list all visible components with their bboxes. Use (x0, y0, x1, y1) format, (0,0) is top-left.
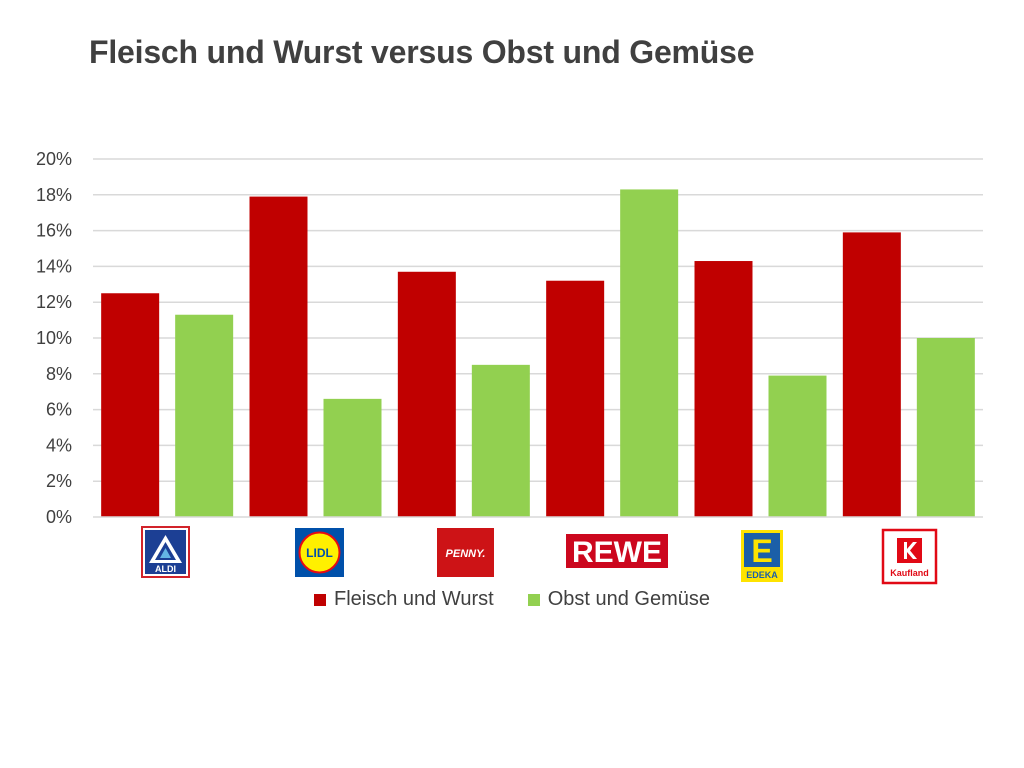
bar-penny-fleisch (397, 271, 456, 517)
legend-item-fleisch: Fleisch und Wurst (314, 588, 494, 611)
logo-kaufland-text: Kaufland (890, 568, 929, 578)
y-tick-label: 6% (46, 400, 72, 420)
legend-swatch-fleisch (314, 593, 326, 606)
logo-edeka: E EDEKA (741, 530, 783, 582)
legend-label-obst: Obst und Gemüse (547, 588, 710, 610)
y-tick-label: 4% (46, 435, 72, 455)
chart-title: Fleisch und Wurst versus Obst und Gemüse (89, 34, 755, 70)
y-tick-label: 10% (36, 328, 72, 348)
bar-lidl-fleisch (249, 196, 308, 517)
legend: Fleisch und Wurst Obst und Gemüse (0, 588, 1024, 611)
y-tick-label: 2% (46, 471, 72, 491)
logo-aldi-text: ALDI (155, 564, 176, 574)
bar-rewe-obst (620, 189, 679, 517)
legend-item-obst: Obst und Gemüse (527, 588, 710, 611)
bar-penny-obst (471, 364, 530, 517)
bar-rewe-fleisch (546, 280, 605, 517)
bar-edeka-obst (768, 375, 827, 517)
bar-aldi-fleisch (101, 293, 160, 517)
legend-label-fleisch: Fleisch und Wurst (334, 588, 494, 610)
y-axis-ticks: 0% 2% 4% 6% 8% 10% 12% 14% 16% 18% 20% (36, 149, 72, 527)
y-tick-label: 12% (36, 292, 72, 312)
y-tick-label: 20% (36, 149, 72, 169)
bar-lidl-obst (323, 398, 382, 517)
y-tick-label: 8% (46, 364, 72, 384)
logo-kaufland: Kaufland (881, 528, 938, 585)
logo-lidl-text: LIDL (306, 546, 333, 560)
y-tick-label: 14% (36, 256, 72, 276)
bar-kaufland-obst (916, 338, 975, 517)
logo-lidl: LIDL (295, 528, 344, 577)
logo-rewe-text: REWE (572, 536, 662, 569)
legend-swatch-obst (527, 593, 540, 606)
bar-edeka-fleisch (694, 261, 753, 517)
y-tick-label: 16% (36, 221, 72, 241)
logo-edeka-letter: E (751, 533, 772, 569)
logo-penny-text: PENNY. (446, 548, 486, 560)
logo-aldi: ALDI (141, 526, 190, 578)
bar-aldi-obst (175, 314, 234, 517)
logo-rewe: REWE (566, 534, 668, 569)
logo-penny: PENNY. (437, 528, 494, 577)
y-tick-label: 18% (36, 185, 72, 205)
bars (101, 189, 975, 517)
gridlines (93, 158, 983, 482)
y-tick-label: 0% (46, 507, 72, 527)
bar-kaufland-fleisch (842, 232, 901, 517)
logo-edeka-text: EDEKA (746, 570, 778, 580)
